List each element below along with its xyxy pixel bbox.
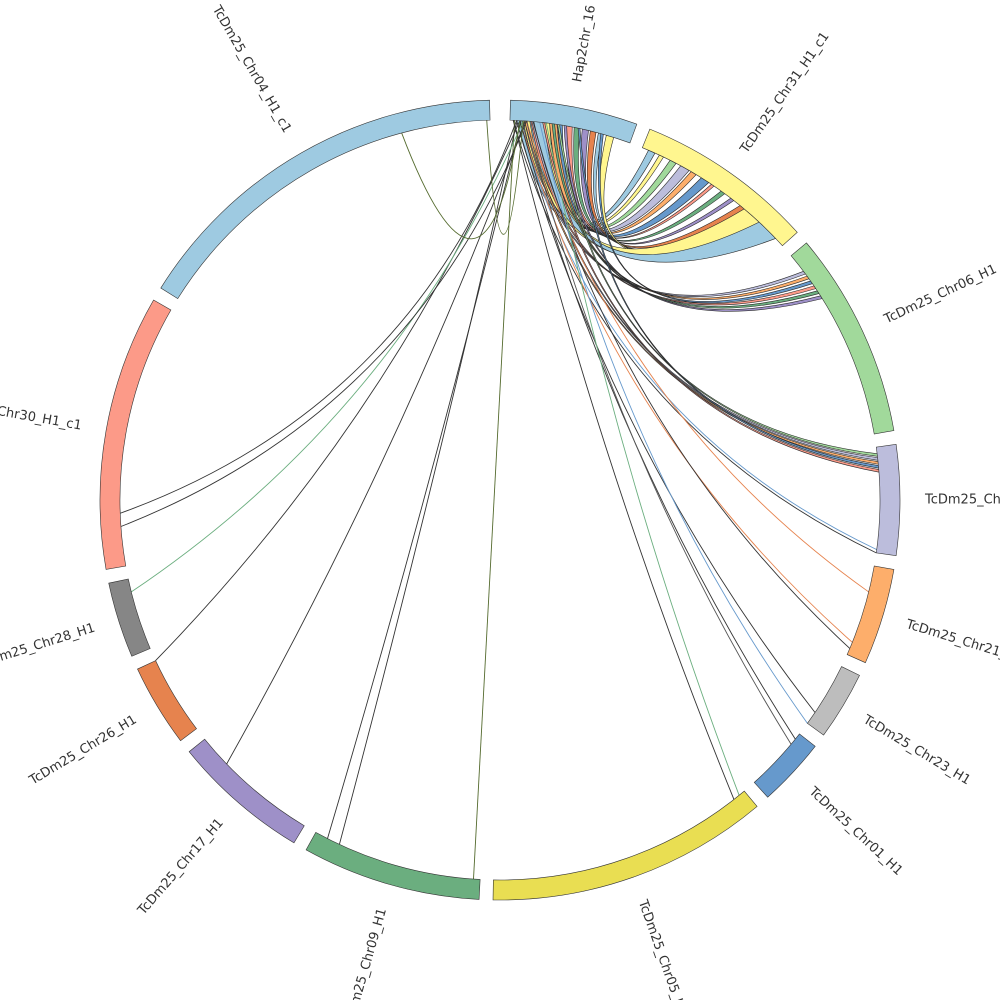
segment-tcdm25-chr04-h1-c1 bbox=[160, 99, 491, 300]
segment-tcdm25-chr17-h1 bbox=[188, 738, 305, 844]
segment-label: TcDm25_Chr11_H1 bbox=[924, 493, 1000, 508]
link-line bbox=[519, 120, 853, 643]
link-line bbox=[155, 120, 521, 661]
link-line bbox=[338, 120, 518, 845]
segment-label: TcDm25_Chr17_H1 bbox=[135, 816, 227, 919]
link-line bbox=[120, 120, 518, 514]
link-line bbox=[401, 120, 521, 240]
segment-tcdm25-chr28-h1 bbox=[108, 578, 151, 657]
link-line bbox=[131, 120, 524, 593]
link-line bbox=[327, 120, 522, 839]
segment-tcdm25-chr26-h1 bbox=[137, 660, 197, 742]
segment-label: TcDm25_Chr05_H1 bbox=[634, 897, 689, 1000]
segment-hap2chr-16 bbox=[509, 99, 638, 144]
segment-label: TcDm25_Chr31_H1_c1 bbox=[737, 29, 833, 157]
link-line bbox=[486, 120, 524, 235]
segment-label: TcDm25_Chr23_H1 bbox=[860, 712, 973, 788]
segment-tcdm25-chr11-h1 bbox=[875, 443, 901, 557]
segment-label: TcDm25_Chr26_H1 bbox=[26, 712, 139, 788]
link-line bbox=[519, 120, 877, 551]
link-line bbox=[526, 120, 869, 593]
segment-label: TcDm25_Chr04_H1_c1 bbox=[208, 2, 294, 135]
segment-label: TcDm25_Chr28_H1 bbox=[0, 621, 97, 672]
link-line bbox=[539, 121, 808, 724]
link-line bbox=[226, 120, 526, 765]
segments-layer bbox=[99, 99, 901, 901]
segment-tcdm25-chr01-h1 bbox=[753, 733, 816, 798]
link-line bbox=[473, 120, 516, 880]
segment-tcdm25-chr05-h1 bbox=[492, 790, 758, 901]
segment-label: TcDm25_Chr21_H1 bbox=[903, 617, 1000, 667]
segment-tcdm25-chr23-h1 bbox=[807, 666, 860, 736]
link-line bbox=[532, 121, 851, 649]
link-line bbox=[545, 122, 740, 796]
segment-tcdm25-chr31-h1-c1 bbox=[641, 128, 798, 247]
segment-label: Hap2chr_16 bbox=[570, 4, 599, 83]
link-line bbox=[516, 120, 816, 713]
segment-tcdm25-chr06-h1 bbox=[790, 242, 895, 435]
segment-label: TcDm25_Chr01_H1 bbox=[805, 784, 905, 879]
segment-label: TcDm25_Chr30_H1_c1 bbox=[0, 394, 83, 434]
segment-tcdm25-chr09-h1 bbox=[305, 831, 481, 900]
link-line bbox=[120, 120, 527, 527]
links-layer bbox=[120, 120, 880, 880]
segment-tcdm25-chr30-h1-c1 bbox=[99, 299, 172, 570]
link-line bbox=[512, 120, 735, 800]
segment-label: TcDm25_Chr06_H1 bbox=[881, 262, 999, 328]
segment-tcdm25-chr21-h1 bbox=[846, 565, 895, 664]
link-line bbox=[526, 120, 792, 745]
segment-label: TcDm25_Chr09_H1 bbox=[342, 906, 390, 1000]
